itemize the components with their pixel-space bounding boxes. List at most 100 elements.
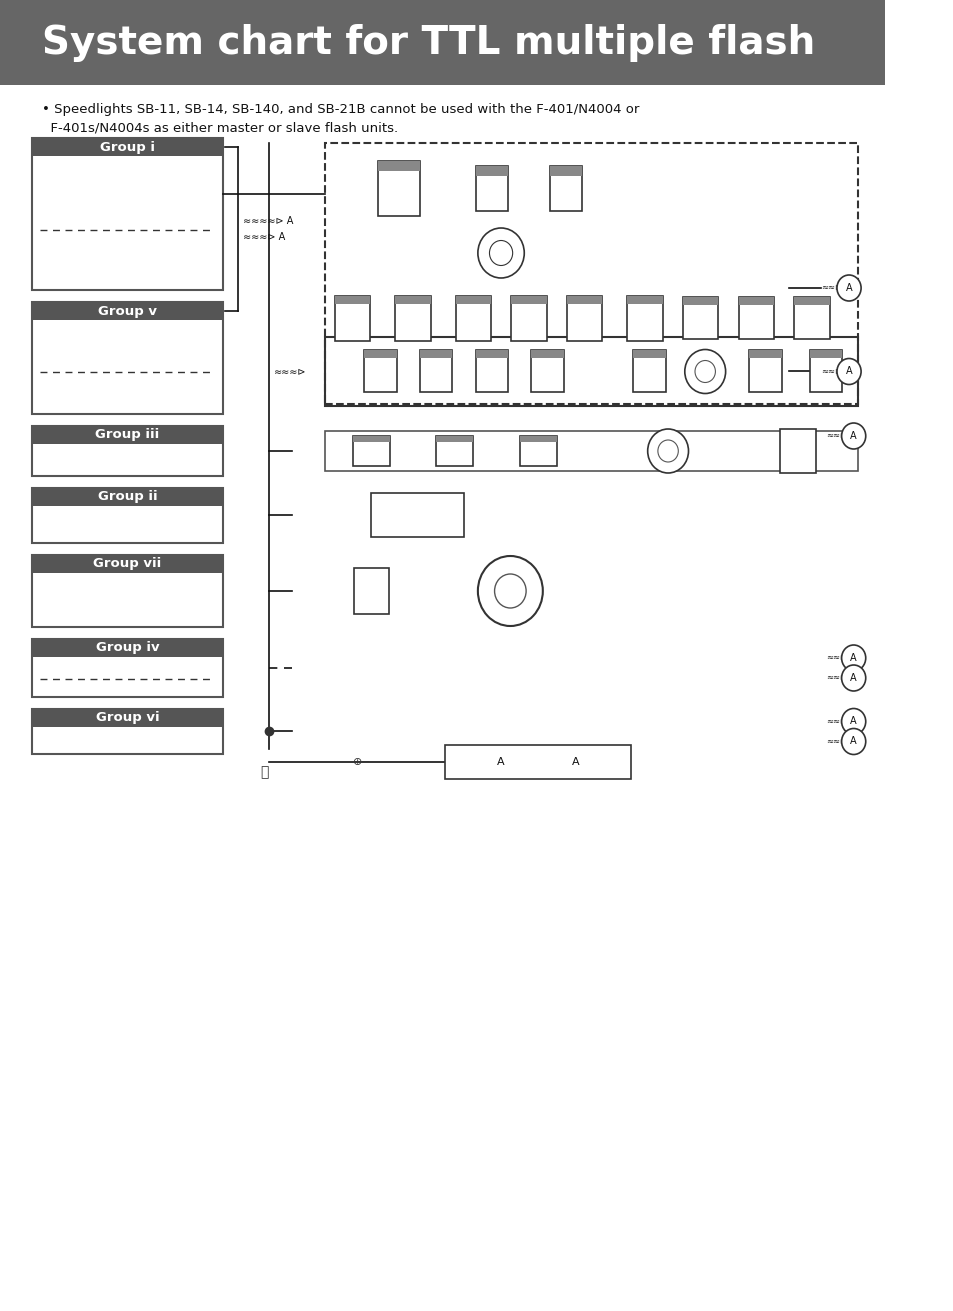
Bar bbox=[511, 295, 546, 304]
Bar bbox=[364, 350, 396, 392]
Circle shape bbox=[658, 440, 678, 461]
Text: Group iii: Group iii bbox=[95, 429, 159, 442]
Text: A: A bbox=[849, 653, 856, 663]
Bar bbox=[633, 350, 665, 392]
Text: ≈≈⊳: ≈≈⊳ bbox=[825, 674, 846, 683]
Bar bbox=[32, 488, 222, 543]
Text: Group vi: Group vi bbox=[95, 712, 159, 725]
Circle shape bbox=[494, 574, 525, 608]
Bar bbox=[738, 298, 773, 305]
Text: ≈≈⊳: ≈≈⊳ bbox=[821, 367, 841, 376]
Bar bbox=[364, 350, 396, 358]
Bar bbox=[419, 350, 452, 392]
Bar bbox=[531, 350, 563, 358]
Text: • Speedlights SB-11, SB-14, SB-140, and SB-21B cannot be used with the F-401/N40: • Speedlights SB-11, SB-14, SB-140, and … bbox=[42, 104, 639, 134]
Bar bbox=[395, 295, 430, 341]
Text: System chart for TTL multiple flash: System chart for TTL multiple flash bbox=[42, 24, 814, 62]
Bar bbox=[794, 298, 829, 340]
Bar bbox=[519, 437, 557, 442]
Bar bbox=[748, 350, 781, 392]
Bar bbox=[32, 426, 222, 476]
Bar bbox=[794, 298, 829, 305]
Bar bbox=[371, 493, 463, 538]
Bar bbox=[324, 431, 858, 471]
Text: ≈≈⊳: ≈≈⊳ bbox=[825, 431, 846, 440]
Bar bbox=[32, 555, 222, 627]
Text: Group iv: Group iv bbox=[95, 641, 159, 654]
Text: ≈≈≈⊳: ≈≈≈⊳ bbox=[274, 367, 306, 376]
Text: A: A bbox=[849, 673, 856, 683]
Text: Group ii: Group ii bbox=[97, 490, 157, 503]
Text: Group vii: Group vii bbox=[93, 557, 162, 570]
Text: ≈≈⊳: ≈≈⊳ bbox=[825, 717, 846, 726]
Circle shape bbox=[695, 361, 715, 383]
Bar bbox=[32, 488, 222, 506]
Bar bbox=[475, 350, 508, 392]
Bar bbox=[377, 160, 419, 215]
Circle shape bbox=[841, 645, 864, 671]
Bar bbox=[32, 555, 222, 573]
Text: ≈≈≈⊳ A: ≈≈≈⊳ A bbox=[243, 232, 285, 243]
Bar bbox=[549, 165, 581, 211]
Bar bbox=[475, 165, 508, 211]
Bar bbox=[353, 437, 390, 442]
Text: A: A bbox=[849, 737, 856, 746]
Bar bbox=[32, 426, 222, 444]
Bar bbox=[32, 638, 222, 697]
Text: A: A bbox=[497, 756, 504, 767]
Bar bbox=[419, 350, 452, 358]
Text: Group i: Group i bbox=[100, 140, 155, 153]
Circle shape bbox=[841, 729, 864, 755]
Bar bbox=[475, 165, 508, 176]
Text: A: A bbox=[845, 283, 851, 292]
Bar bbox=[748, 350, 781, 358]
Circle shape bbox=[836, 358, 861, 384]
Bar bbox=[519, 437, 557, 465]
Bar bbox=[682, 298, 718, 305]
Text: ≈≈≈≈⊳ A: ≈≈≈≈⊳ A bbox=[243, 216, 294, 225]
Text: A: A bbox=[849, 431, 856, 440]
Bar bbox=[627, 295, 661, 341]
Bar bbox=[32, 138, 222, 290]
Text: A: A bbox=[571, 756, 578, 767]
Bar bbox=[456, 295, 491, 304]
Bar bbox=[566, 295, 601, 304]
Bar bbox=[32, 302, 222, 414]
Bar bbox=[436, 437, 473, 465]
Bar bbox=[377, 160, 419, 170]
Bar bbox=[511, 295, 546, 341]
Bar bbox=[32, 709, 222, 728]
Circle shape bbox=[841, 423, 864, 448]
Text: A: A bbox=[845, 367, 851, 376]
Bar bbox=[335, 295, 370, 341]
Bar bbox=[549, 165, 581, 176]
Circle shape bbox=[836, 275, 861, 302]
Bar bbox=[456, 295, 491, 341]
Circle shape bbox=[477, 556, 542, 625]
Bar bbox=[32, 138, 222, 156]
Bar bbox=[32, 709, 222, 754]
Circle shape bbox=[841, 708, 864, 734]
Bar bbox=[531, 350, 563, 392]
Text: ⊕─: ⊕─ bbox=[353, 756, 369, 767]
Text: A: A bbox=[849, 717, 856, 726]
Bar bbox=[780, 429, 815, 473]
Bar bbox=[436, 437, 473, 442]
Bar bbox=[682, 298, 718, 340]
Bar bbox=[32, 638, 222, 657]
Bar bbox=[324, 143, 858, 404]
Bar bbox=[627, 295, 661, 304]
Circle shape bbox=[841, 665, 864, 691]
Circle shape bbox=[489, 240, 512, 266]
Bar bbox=[354, 568, 389, 614]
Text: ≈≈⊳: ≈≈⊳ bbox=[825, 653, 846, 662]
Text: ⏚: ⏚ bbox=[259, 766, 268, 779]
Bar bbox=[566, 295, 601, 341]
Bar bbox=[633, 350, 665, 358]
Bar bbox=[32, 302, 222, 320]
Bar bbox=[335, 295, 370, 304]
Bar bbox=[738, 298, 773, 340]
Circle shape bbox=[477, 228, 524, 278]
Bar bbox=[809, 350, 841, 358]
FancyBboxPatch shape bbox=[0, 0, 884, 85]
